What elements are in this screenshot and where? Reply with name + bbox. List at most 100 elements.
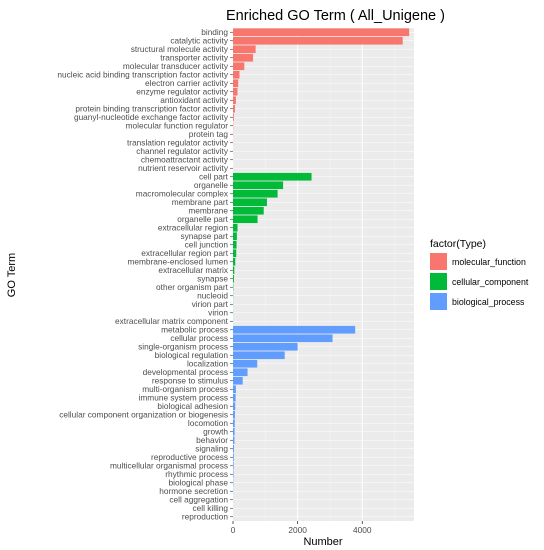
- y-tick-label: organelle: [194, 180, 229, 190]
- bar: [233, 45, 256, 54]
- y-tick-label: membrane part: [172, 197, 229, 207]
- y-tick-label: catalytic activity: [170, 36, 228, 46]
- y-tick-label: biological phase: [168, 478, 228, 488]
- y-tick-label: molecular transducer activity: [123, 61, 229, 71]
- bar: [233, 62, 245, 71]
- y-tick-label: cell junction: [185, 240, 229, 250]
- y-tick-label: signaling: [195, 444, 228, 454]
- legend-label: molecular_function: [452, 257, 526, 267]
- chart-title: Enriched GO Term ( All_Unigene ): [226, 8, 445, 24]
- y-tick-label: structural molecule activity: [131, 44, 229, 54]
- x-tick-label: 0: [231, 525, 236, 535]
- y-tick-label: extracellular matrix: [158, 265, 228, 275]
- y-tick-label: other organism part: [156, 282, 229, 292]
- bar: [233, 436, 235, 445]
- y-tick-label: developmental process: [143, 367, 228, 377]
- bar: [233, 53, 254, 62]
- y-tick-label: locomotion: [188, 418, 229, 428]
- y-tick-label: cellular component organization or bioge…: [59, 410, 228, 420]
- y-tick-label: virion: [208, 308, 228, 318]
- bar: [233, 232, 237, 241]
- bar: [233, 215, 258, 224]
- y-tick-label: rhythmic process: [165, 469, 228, 479]
- legend-items: molecular_function cellular_componentbiol…: [430, 253, 529, 310]
- legend-title: factor(Type): [430, 238, 486, 250]
- legend-label: biological_process: [452, 297, 525, 307]
- bar: [233, 334, 333, 343]
- bar: [233, 410, 235, 419]
- bar: [233, 223, 238, 232]
- y-tick-label: translation regulator activity: [127, 138, 229, 148]
- x-tick-label: 4000: [353, 525, 372, 535]
- y-axis-title: GO Term: [6, 253, 18, 297]
- bar: [233, 198, 267, 207]
- y-tick-label: organelle part: [177, 214, 228, 224]
- bar: [233, 444, 234, 453]
- y-tick-label: membrane-enclosed lumen: [127, 257, 228, 267]
- bar: [233, 249, 237, 258]
- legend-label: cellular_component: [452, 277, 529, 287]
- y-tick-label: nucleic acid binding transcription facto…: [57, 70, 228, 80]
- bar: [233, 87, 238, 96]
- bar: [233, 28, 410, 37]
- bar: [233, 181, 284, 190]
- y-tick-label: cell part: [199, 172, 229, 182]
- bar: [233, 325, 356, 334]
- bar: [233, 461, 234, 470]
- y-tick-label: nucleoid: [197, 291, 228, 301]
- bar: [233, 104, 235, 113]
- y-tick-label: extracellular matrix component: [115, 316, 229, 326]
- y-tick-label: protein binding transcription factor act…: [75, 104, 228, 114]
- y-tick-label: hormone secretion: [159, 486, 228, 496]
- y-tick-label: behavior: [196, 435, 228, 445]
- y-tick-label: response to stimulus: [152, 376, 228, 386]
- legend-key: [430, 253, 447, 270]
- bar: [233, 266, 235, 275]
- legend: factor(Type) molecular_function cellular_…: [430, 238, 529, 310]
- y-tick-label: enzyme regulator activity: [136, 87, 229, 97]
- bar: [233, 359, 258, 368]
- bar: [233, 368, 248, 377]
- y-tick-label: electron carrier activity: [145, 78, 229, 88]
- y-tick-label: multi-organism process: [142, 384, 228, 394]
- y-tick-label: localization: [187, 359, 228, 369]
- bar: [233, 274, 234, 283]
- bar: [233, 257, 236, 266]
- legend-key: [430, 273, 447, 290]
- y-tick-label: transporter activity: [160, 53, 229, 63]
- bar: [233, 427, 235, 436]
- bar: [233, 385, 236, 394]
- bar: [233, 189, 278, 198]
- y-tick-label: growth: [203, 427, 228, 437]
- bar: [233, 342, 298, 351]
- bar: [233, 113, 234, 122]
- y-tick-label: reproductive process: [151, 452, 228, 462]
- bar: [233, 419, 235, 428]
- bar: [233, 351, 285, 360]
- y-tick-label: nutrient reservoir activity: [138, 163, 229, 173]
- bar: [233, 70, 240, 79]
- plot-panel: [233, 28, 414, 521]
- y-tick-label: guanyl-nucleotide exchange factor activi…: [74, 112, 229, 122]
- bar: [233, 206, 264, 215]
- x-axis-title: Number: [303, 536, 342, 548]
- bar: [233, 96, 236, 105]
- bar: [233, 402, 236, 411]
- y-tick-label: antioxidant activity: [160, 95, 229, 105]
- bar: [233, 376, 243, 385]
- y-tick-label: biological adhesion: [157, 401, 228, 411]
- y-tick-label: protein tag: [189, 129, 229, 139]
- y-tick-label: single-organism process: [138, 342, 228, 352]
- y-tick-label: molecular function regulator: [126, 121, 229, 131]
- bar: [233, 36, 403, 45]
- y-tick-label: metabolic process: [161, 325, 228, 335]
- x-tick-label: 2000: [288, 525, 307, 535]
- y-tick-label: synapse: [197, 274, 228, 284]
- bar: [233, 79, 239, 88]
- legend-key: [430, 293, 447, 310]
- y-tick-label: cell aggregation: [169, 495, 228, 505]
- grid-layer: [232, 28, 414, 521]
